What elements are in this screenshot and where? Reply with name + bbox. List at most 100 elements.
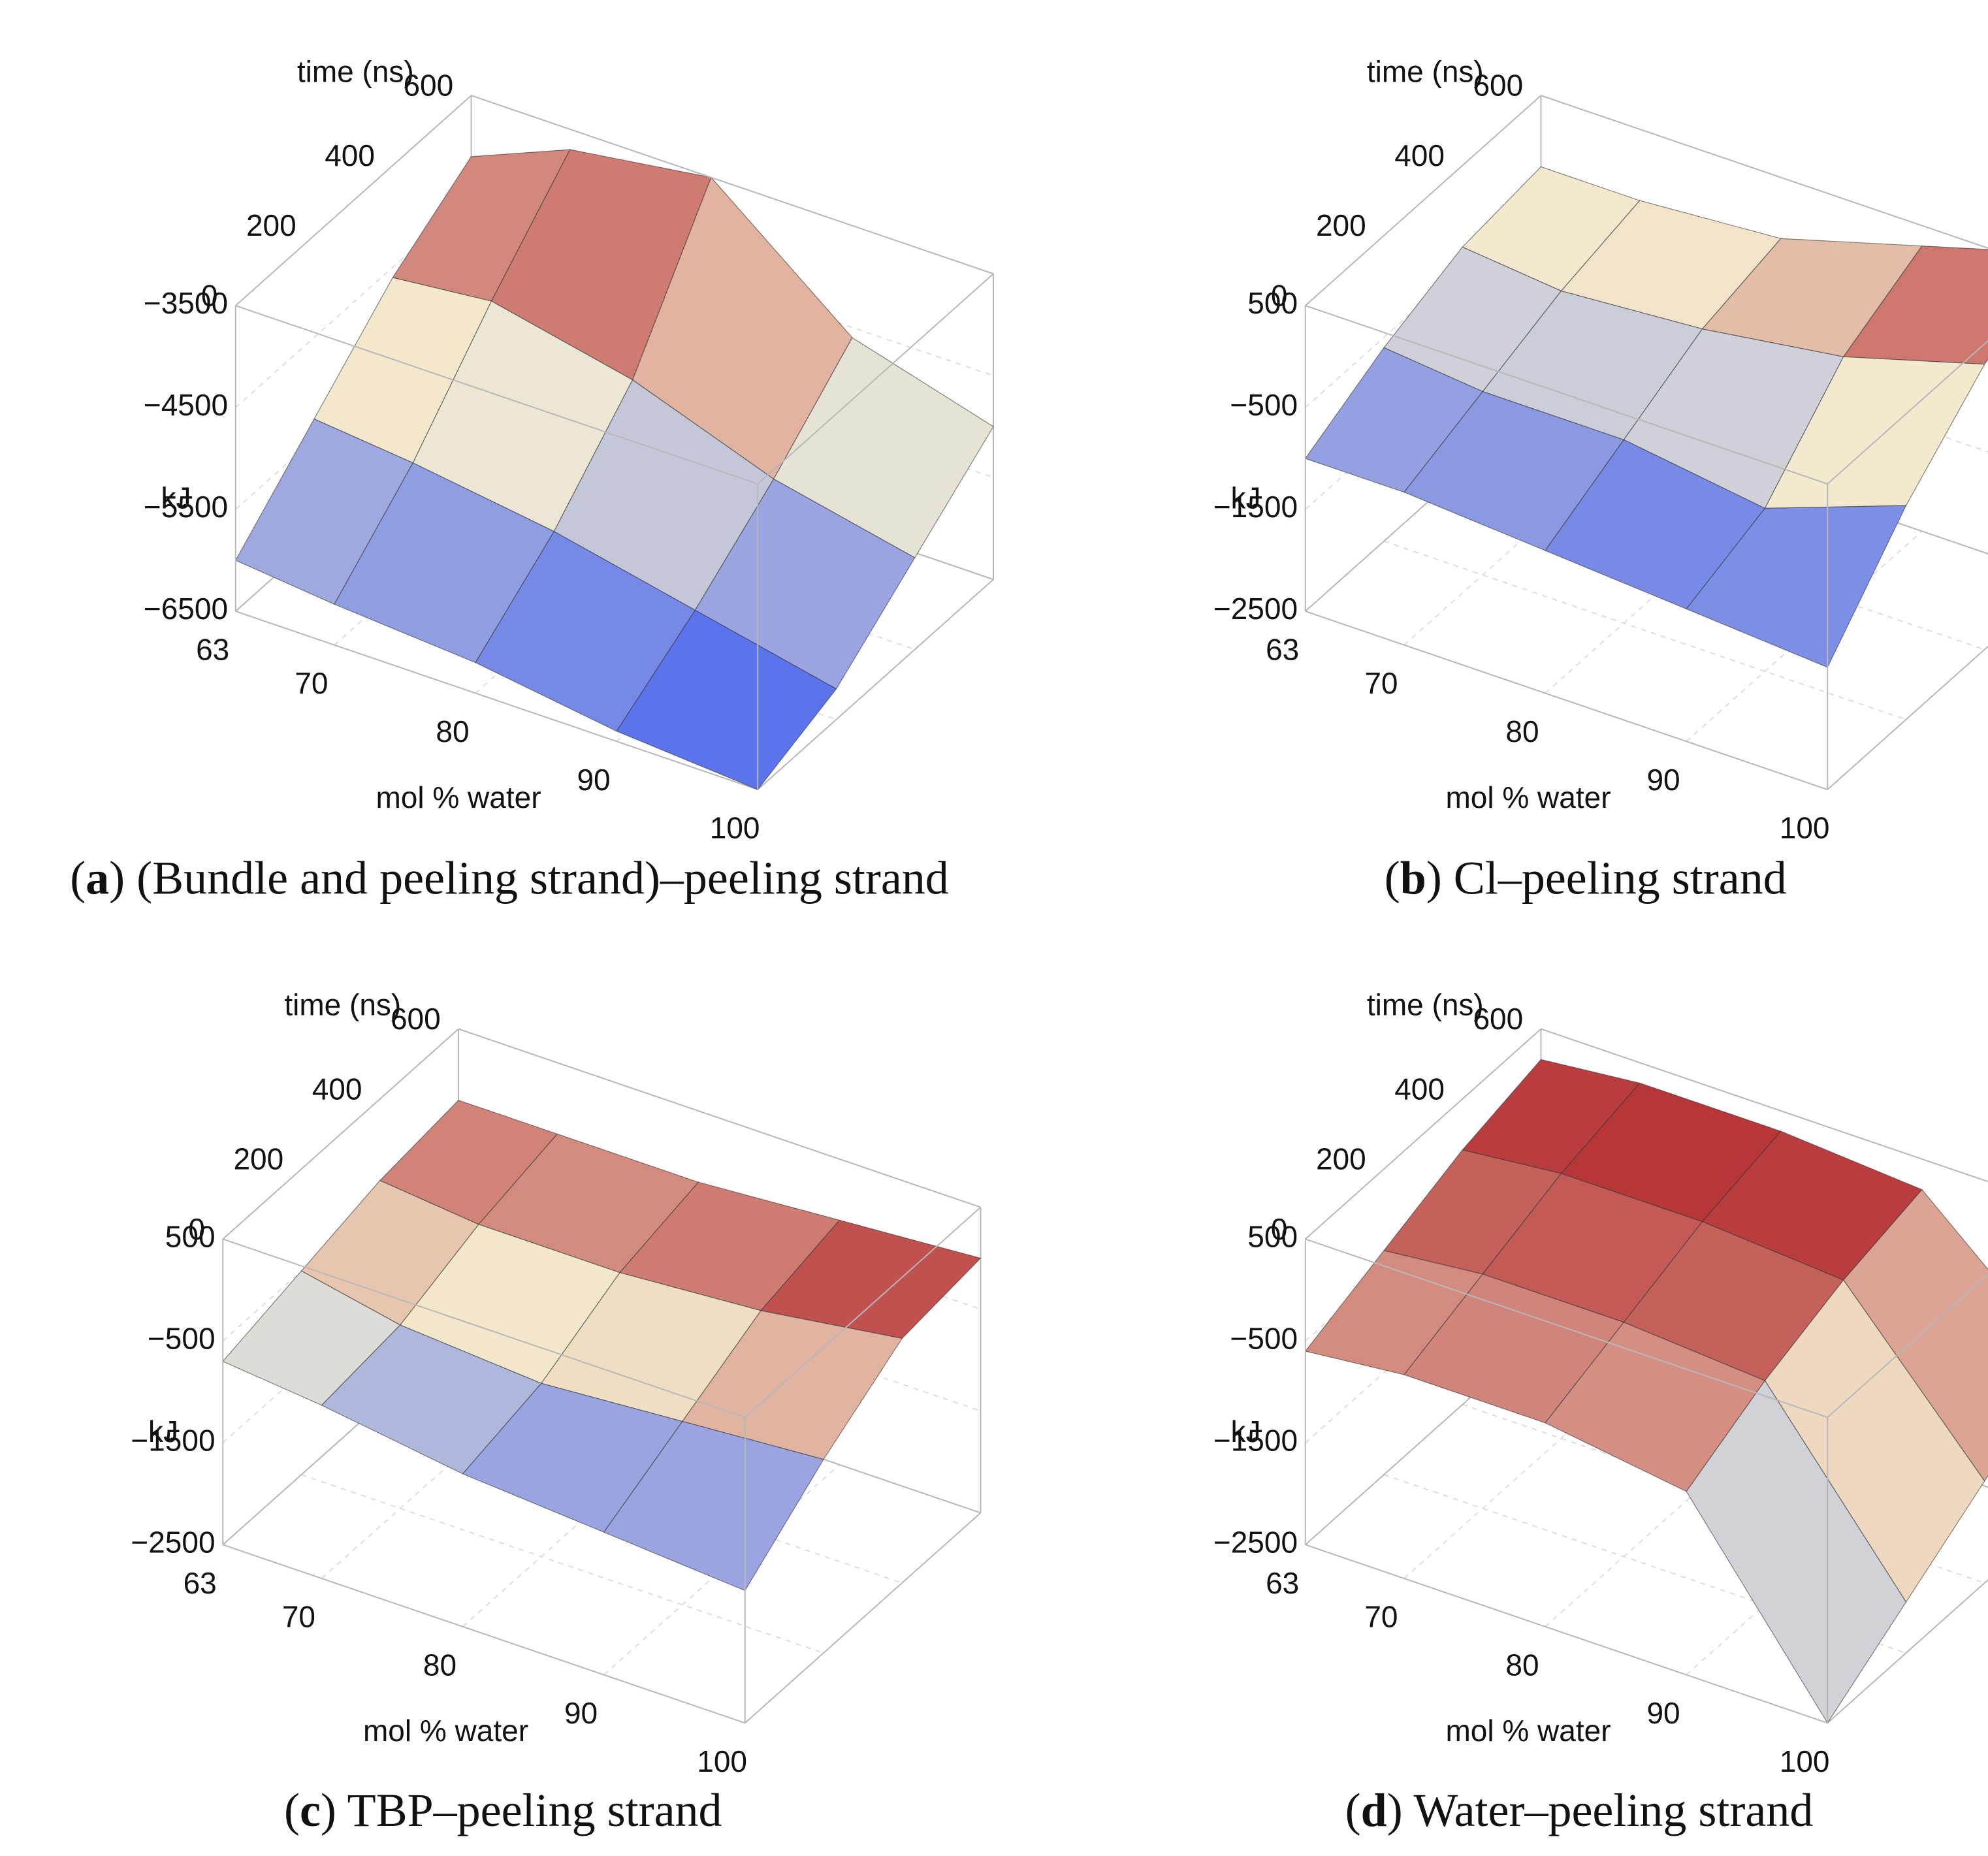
x-tick-label: 63 [184, 1566, 217, 1600]
x-tick-label: 80 [436, 714, 469, 748]
box-edge [222, 1238, 746, 1418]
x-tick-label: 70 [282, 1600, 315, 1634]
surface-cell [603, 1420, 824, 1592]
box-edge [1305, 1028, 1542, 1240]
y-tick-label: 600 [1473, 1002, 1523, 1036]
caption-text: TBP–peeling strand [347, 1784, 722, 1836]
x-tick-label: 100 [697, 1744, 747, 1778]
box-edge [458, 1028, 981, 1208]
x-tick-label: 90 [577, 763, 610, 797]
z-axis-label: kJ [1231, 481, 1261, 515]
box-edge [222, 1544, 746, 1724]
box-edge [235, 95, 472, 306]
y-axis-label: time (ns) [284, 988, 401, 1022]
surface-cell [1686, 505, 1907, 668]
y-tick-label: 0 [1271, 1212, 1288, 1246]
box-edge [1827, 645, 1988, 790]
y-tick-label: 200 [233, 1142, 283, 1176]
z-tick-label: −2500 [131, 1526, 215, 1560]
y-tick-label: 400 [1394, 138, 1445, 172]
z-tick-label: 500 [1247, 286, 1298, 320]
x-tick-label: 100 [710, 811, 760, 845]
y-tick-label: 600 [403, 69, 453, 103]
box-edge [1305, 611, 1828, 790]
y-tick-label: 400 [1394, 1072, 1445, 1106]
box-edge [745, 1512, 982, 1724]
box-edge [757, 273, 994, 485]
grid-line [301, 1474, 824, 1654]
caption: (c) TBP–peeling strand [284, 1784, 722, 1836]
z-tick-label: −1500 [1213, 490, 1298, 524]
z-tick-label: −2500 [1213, 592, 1298, 626]
box-edge [222, 1028, 459, 1240]
x-tick-label: 70 [295, 666, 328, 700]
x-tick-label: 63 [1266, 633, 1299, 667]
caption: (b) Cl–peeling strand [1385, 852, 1787, 904]
caption-letter: a [86, 852, 109, 904]
z-tick-label: −3500 [144, 286, 228, 320]
caption-text: Cl–peeling strand [1454, 852, 1787, 904]
y-tick-label: 0 [1271, 278, 1288, 312]
y-tick-label: 200 [1316, 208, 1366, 242]
z-tick-label: −500 [148, 1322, 216, 1356]
z-tick-label: −2500 [1213, 1526, 1298, 1560]
x-tick-label: 80 [1505, 714, 1539, 748]
x-tick-label: 80 [1505, 1648, 1539, 1682]
z-tick-label: 500 [1247, 1220, 1298, 1254]
z-axis-label: kJ [1231, 1415, 1261, 1448]
x-tick-label: 63 [1266, 1566, 1299, 1600]
z-tick-label: −1500 [131, 1424, 215, 1458]
x-tick-label: 63 [196, 633, 229, 667]
caption-letter: d [1361, 1784, 1387, 1836]
y-tick-label: 600 [1473, 69, 1523, 103]
z-tick-label: −1500 [1213, 1424, 1298, 1458]
y-axis-label: time (ns) [297, 54, 414, 88]
y-tick-label: 0 [201, 278, 218, 312]
y-tick-label: 400 [325, 138, 375, 172]
y-tick-label: 400 [312, 1072, 362, 1106]
z-axis-label: kJ [148, 1415, 178, 1448]
box-edge [1541, 95, 1988, 249]
box-edge [1305, 1544, 1828, 1724]
box-edge [235, 305, 758, 485]
z-tick-label: −500 [1230, 388, 1298, 422]
surface-cell [1686, 1380, 1907, 1724]
surface-cell [616, 609, 837, 790]
box-edge [1827, 340, 1988, 485]
x-axis-label: mol % water [1445, 780, 1611, 814]
caption: (a) (Bundle and peeling strand)–peeling … [70, 852, 949, 904]
x-tick-label: 70 [1364, 1600, 1398, 1634]
x-tick-label: 70 [1364, 666, 1398, 700]
caption: (d) Water–peeling strand [1345, 1784, 1814, 1836]
x-tick-label: 80 [423, 1648, 457, 1682]
box-edge [1305, 305, 1828, 485]
x-tick-label: 100 [1780, 1744, 1830, 1778]
z-tick-label: −500 [1230, 1322, 1298, 1356]
z-axis-label: kJ [161, 481, 191, 515]
z-tick-label: −4500 [144, 388, 228, 422]
caption-text: (Bundle and peeling strand)–peeling stra… [136, 852, 949, 904]
box-edge [471, 95, 994, 275]
grid-line [1383, 540, 1906, 720]
box-edge [745, 1206, 982, 1418]
box-edge [757, 579, 994, 790]
caption-letter: c [300, 1784, 321, 1836]
y-tick-label: 0 [188, 1212, 205, 1246]
x-axis-label: mol % water [1445, 1714, 1611, 1748]
x-tick-label: 90 [1646, 763, 1680, 797]
y-tick-label: 200 [1316, 1142, 1366, 1176]
caption-text: Water–peeling strand [1413, 1784, 1813, 1836]
x-axis-label: mol % water [363, 1714, 528, 1748]
x-axis-label: mol % water [376, 780, 541, 814]
z-tick-label: −6500 [144, 592, 228, 626]
box-edge [1827, 1578, 1988, 1724]
y-tick-label: 600 [391, 1002, 441, 1036]
box-edge [235, 611, 758, 790]
box-edge [1305, 95, 1542, 306]
x-tick-label: 90 [564, 1696, 598, 1730]
box-edge [1827, 1273, 1988, 1418]
z-tick-label: 500 [165, 1220, 216, 1254]
caption-letter: b [1400, 852, 1426, 904]
x-tick-label: 100 [1780, 811, 1830, 845]
